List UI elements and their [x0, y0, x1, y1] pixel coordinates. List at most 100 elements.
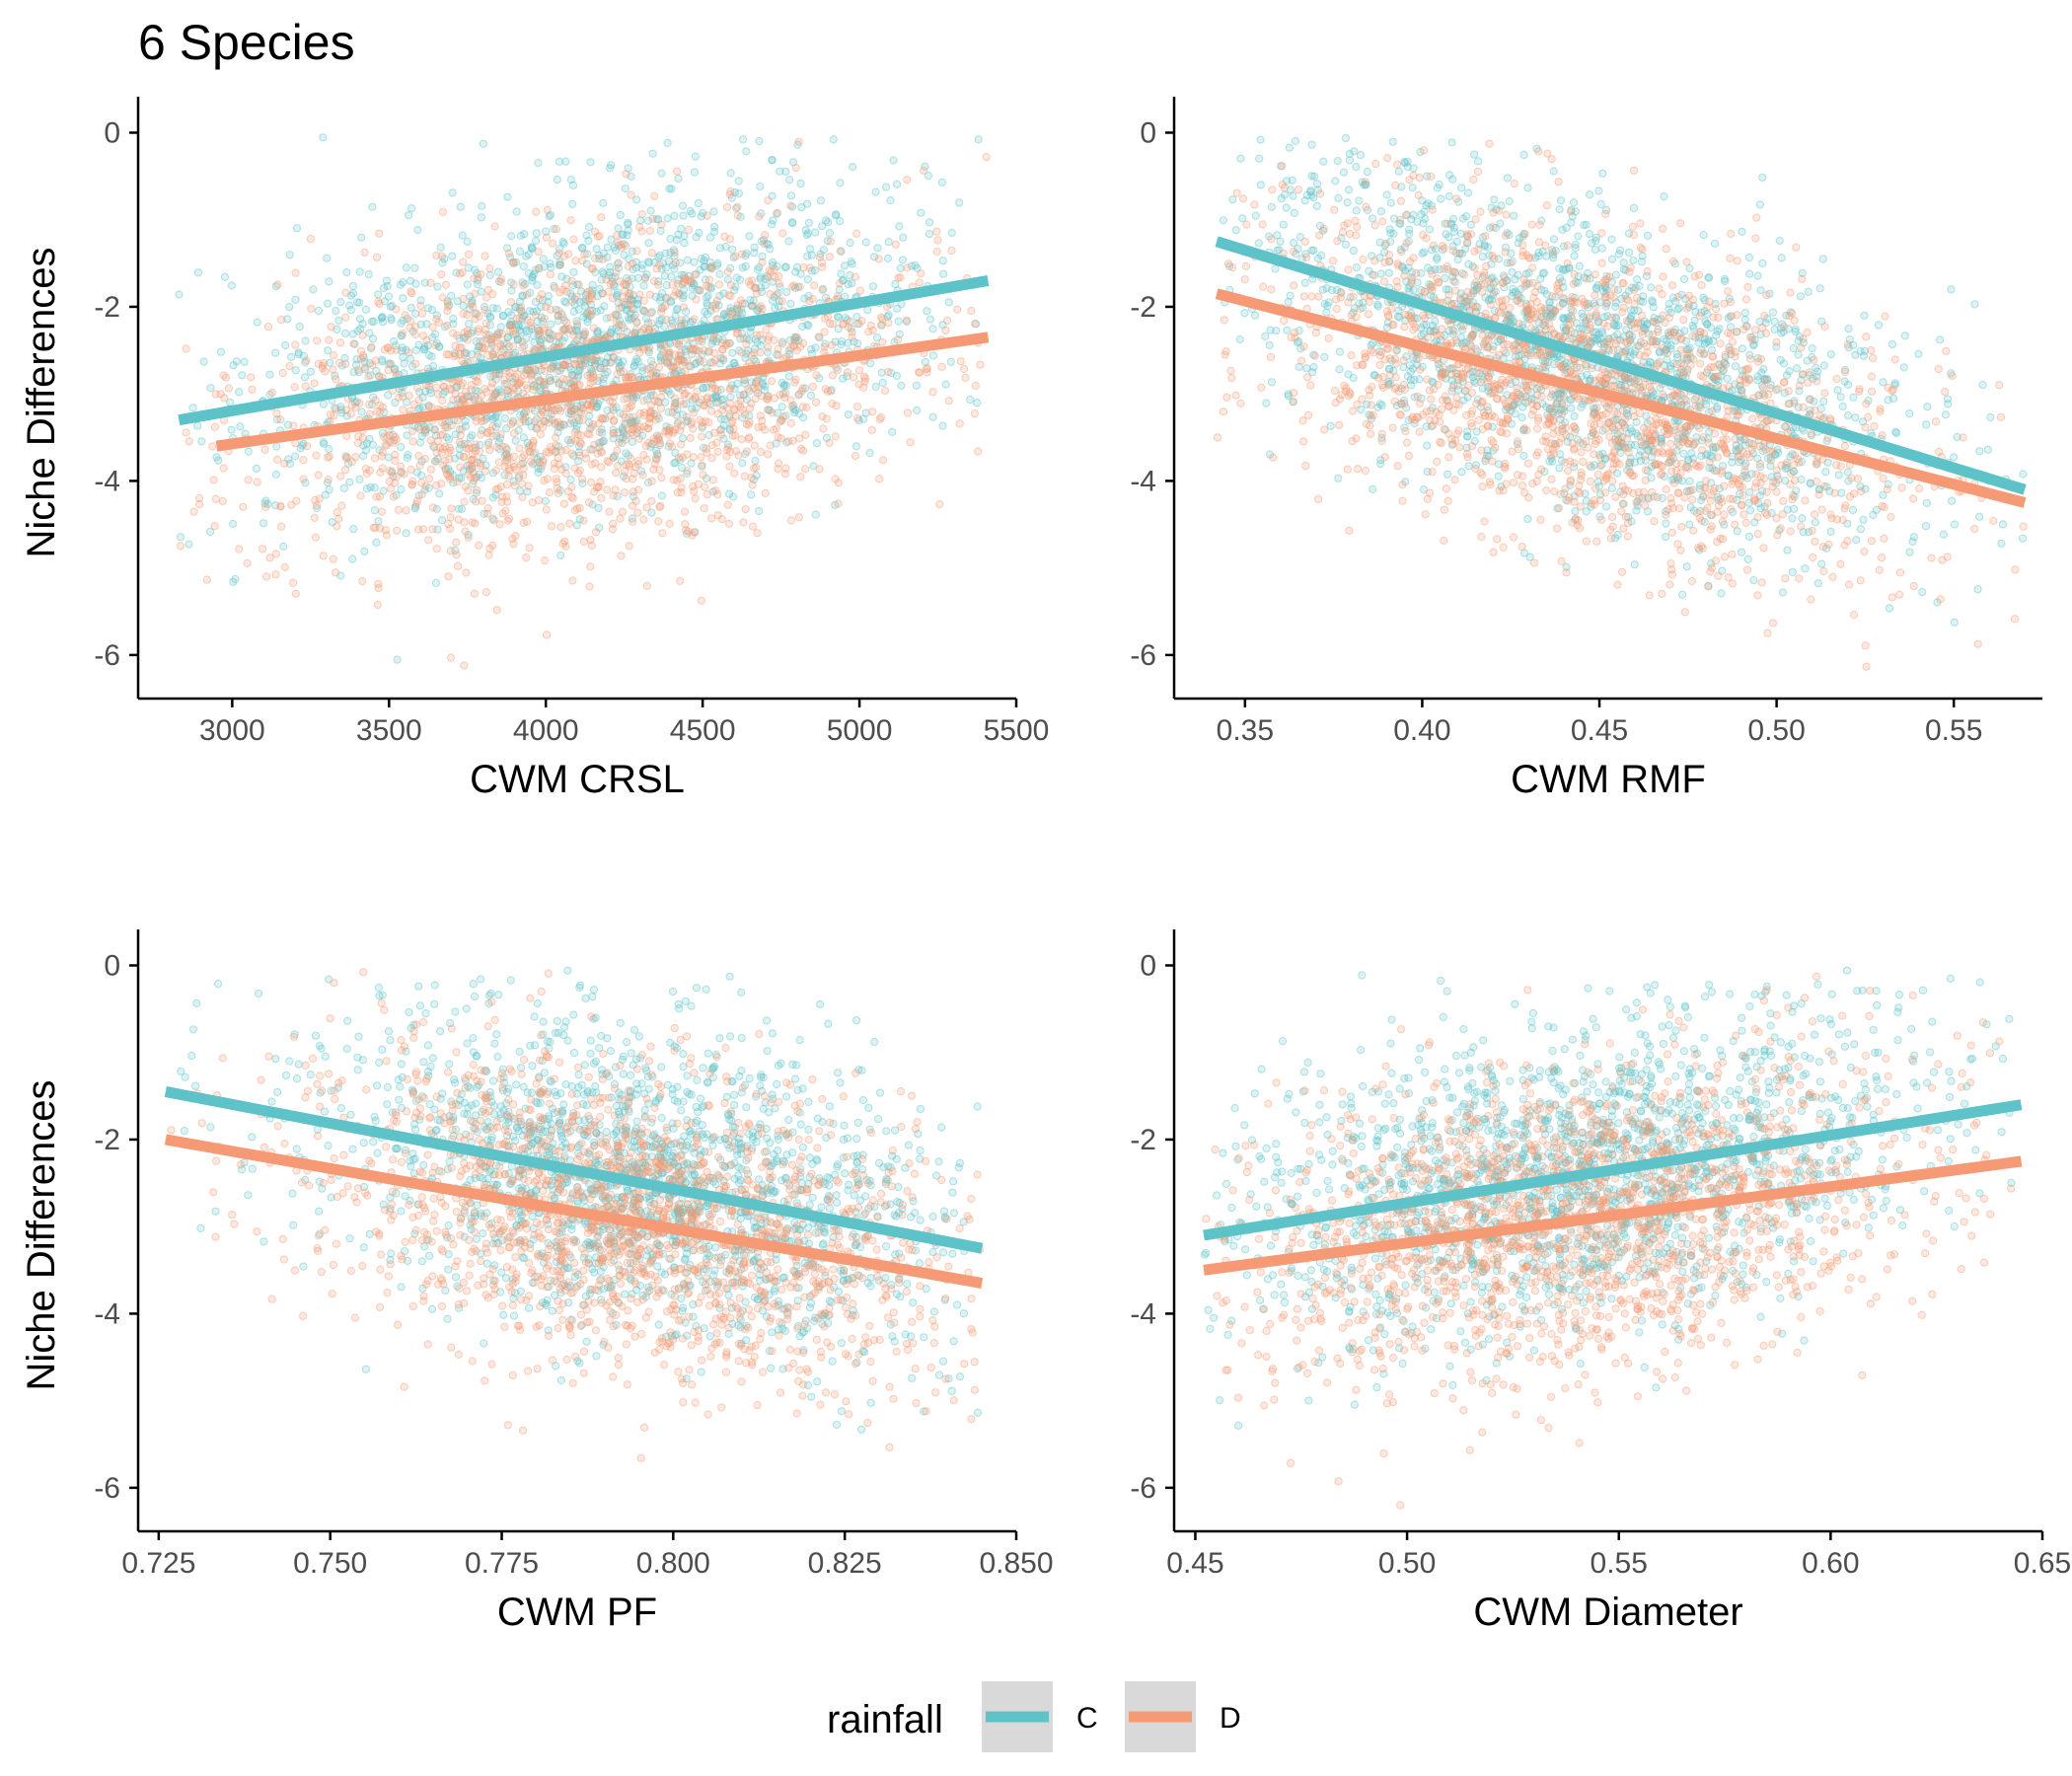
data-point [407, 204, 416, 213]
data-point [971, 381, 980, 391]
data-point [637, 264, 646, 273]
data-point [683, 416, 693, 425]
data-point [341, 288, 350, 297]
data-point [761, 281, 770, 290]
data-point [496, 430, 505, 439]
data-point [346, 306, 355, 315]
data-point [579, 313, 588, 322]
data-point [443, 423, 452, 432]
data-point [586, 445, 595, 454]
data-point [599, 249, 608, 258]
data-point [324, 476, 333, 484]
data-point [763, 406, 773, 414]
data-point [446, 468, 455, 477]
data-point [1758, 259, 1767, 267]
data-point [484, 438, 493, 447]
data-point [478, 201, 486, 210]
data-point [629, 418, 638, 427]
data-point [567, 276, 576, 285]
data-point [667, 185, 676, 193]
data-point [662, 315, 671, 325]
data-point [674, 230, 683, 239]
data-point [530, 269, 539, 278]
data-point [519, 409, 529, 418]
data-point [481, 344, 489, 353]
data-point [646, 391, 655, 400]
data-point [701, 275, 710, 284]
data-point [617, 552, 626, 560]
data-point [566, 289, 575, 298]
data-point [841, 292, 850, 301]
data-point [265, 390, 274, 399]
data-point [678, 410, 688, 419]
data-point [794, 513, 804, 522]
data-point [1643, 231, 1653, 240]
data-point [473, 279, 482, 289]
data-point [554, 362, 562, 371]
data-point [770, 394, 779, 403]
data-point [751, 334, 760, 344]
data-point [777, 434, 785, 443]
data-point [793, 140, 802, 149]
data-point [336, 403, 345, 411]
data-point [540, 380, 549, 390]
data-point [703, 299, 711, 308]
data-point [642, 270, 651, 279]
data-point [748, 481, 757, 489]
data-point [1288, 176, 1296, 185]
data-point [587, 264, 596, 273]
data-point [606, 328, 615, 336]
data-point [441, 422, 450, 432]
data-point [807, 251, 817, 259]
data-point [627, 454, 635, 463]
data-point [407, 287, 415, 296]
data-point [363, 439, 372, 448]
data-point [571, 326, 581, 334]
data-point [503, 333, 512, 341]
data-point [431, 330, 440, 338]
data-point [971, 319, 980, 329]
data-point [616, 408, 625, 417]
data-point [188, 404, 197, 412]
data-point [711, 337, 721, 346]
data-point [341, 313, 350, 322]
data-point [1826, 527, 1835, 536]
data-point [612, 376, 621, 385]
data-point [508, 374, 517, 383]
data-point [503, 333, 512, 342]
data-point [922, 365, 931, 374]
data-point [497, 392, 506, 401]
data-point [489, 392, 498, 402]
data-point [573, 402, 582, 410]
data-point [448, 329, 458, 337]
data-point [518, 291, 527, 300]
data-point [299, 351, 309, 361]
data-point [666, 249, 675, 258]
data-point [476, 459, 484, 468]
data-point [791, 164, 800, 173]
data-point [518, 480, 527, 488]
data-point [574, 305, 583, 314]
data-point [550, 281, 558, 290]
data-point [372, 253, 382, 261]
data-point [552, 447, 560, 456]
data-point [555, 244, 564, 254]
data-point [1607, 483, 1617, 492]
data-point [238, 371, 247, 380]
data-point [353, 298, 362, 307]
data-point [821, 339, 830, 348]
data-point [485, 264, 494, 273]
data-point [629, 501, 637, 510]
data-point [741, 261, 750, 271]
data-point [819, 246, 828, 255]
data-point [555, 339, 563, 348]
data-point [609, 280, 619, 289]
data-point [566, 365, 575, 374]
data-point [364, 372, 373, 381]
data-point [595, 428, 604, 437]
data-point [647, 308, 656, 317]
data-point [323, 254, 332, 262]
data-point [648, 368, 658, 377]
data-point [716, 385, 725, 394]
data-point [740, 299, 750, 308]
